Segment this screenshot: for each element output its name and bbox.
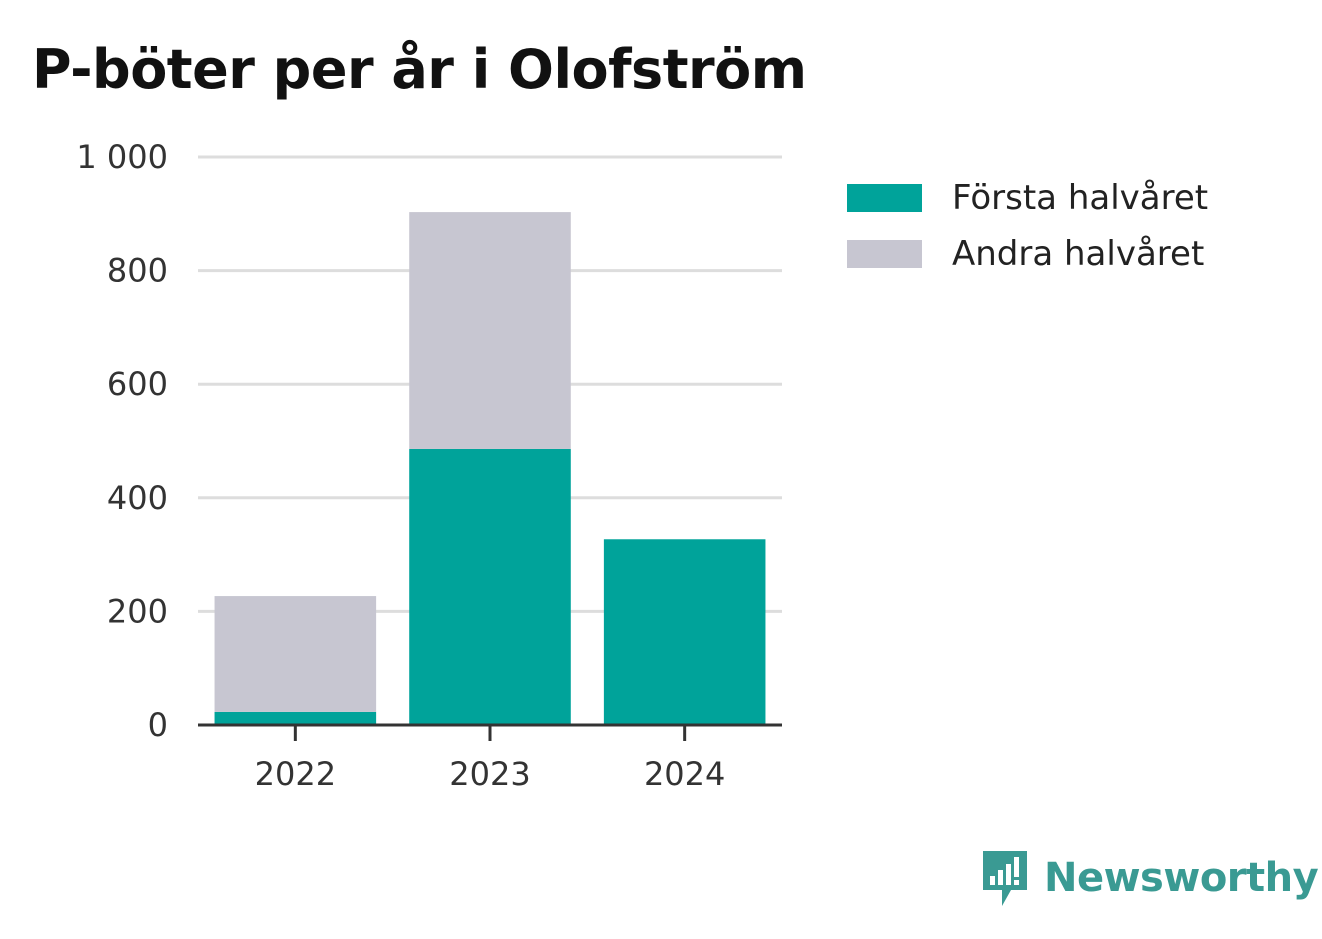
x-axis: 2022 2023 2024 (198, 723, 782, 793)
bar-2022-series-0 (214, 711, 377, 725)
newsworthy-logo-icon (983, 851, 1027, 906)
legend-swatch-second-half (847, 240, 922, 268)
y-axis: 0 200 400 600 800 1 000 (76, 138, 168, 744)
x-tick-label: 2024 (644, 755, 725, 793)
x-tick-label: 2023 (449, 755, 530, 793)
bar-chart: 0 200 400 600 800 1 000 2022 2023 2024 (76, 138, 782, 793)
y-tick-label: 800 (107, 252, 168, 290)
bar-2022-series-1 (214, 596, 377, 712)
legend-label-first-half: Första halvåret (952, 178, 1209, 218)
brand: Newsworthy (980, 848, 1319, 908)
legend-swatch-first-half (847, 184, 922, 212)
y-tick-label: 0 (148, 706, 168, 744)
y-tick-label: 200 (107, 592, 168, 630)
bar-2023-series-0 (409, 448, 571, 725)
bars (214, 212, 766, 725)
y-tick-label: 600 (107, 365, 168, 403)
legend-label-second-half: Andra halvåret (952, 234, 1205, 274)
y-tick-label: 1 000 (76, 138, 168, 176)
legend: Första halvåret Andra halvåret (847, 170, 1208, 282)
bar-2023-series-1 (409, 212, 571, 449)
y-tick-label: 400 (107, 479, 168, 517)
bar-2024-series-0 (603, 539, 766, 725)
x-tick-label: 2022 (255, 755, 336, 793)
legend-item-second-half: Andra halvåret (847, 226, 1208, 282)
brand-name: Newsworthy (1044, 855, 1319, 901)
chart-title: P-böter per år i Olofström (32, 38, 807, 101)
legend-item-first-half: Första halvåret (847, 170, 1208, 226)
